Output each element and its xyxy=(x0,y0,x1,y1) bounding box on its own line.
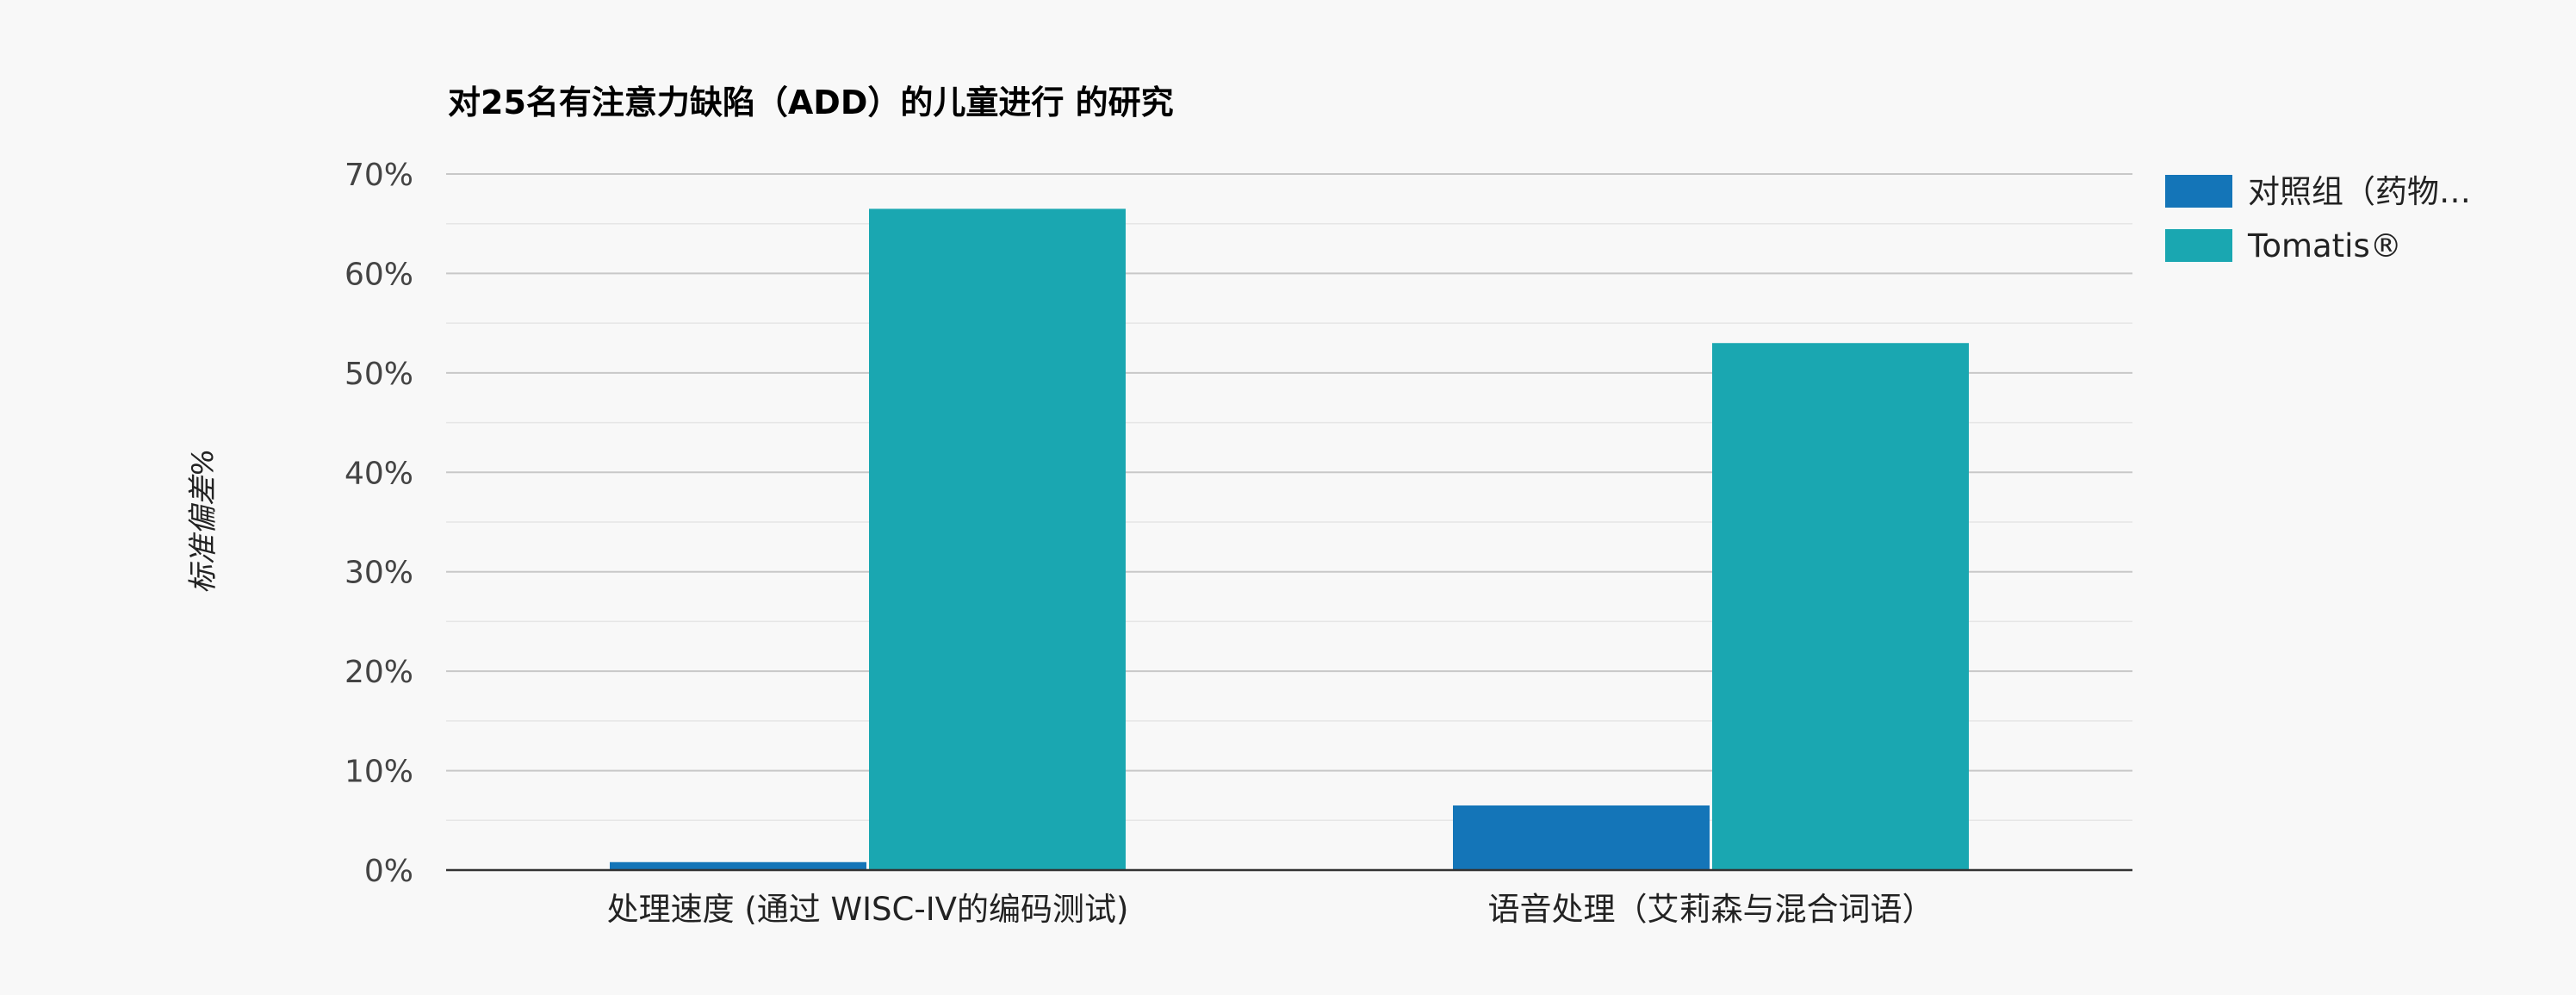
y-tick-label: 30% xyxy=(345,556,413,591)
y-axis-label: 标准偏差% xyxy=(186,449,220,594)
y-tick-label: 0% xyxy=(364,854,413,889)
y-axis-ticks: 0% 10% 20% 30% 40% 50% 60% 70% xyxy=(345,158,413,889)
bar xyxy=(610,861,866,870)
bars xyxy=(610,208,1969,870)
y-tick-label: 60% xyxy=(345,257,413,292)
legend-swatch xyxy=(2165,175,2232,208)
y-tick-label: 10% xyxy=(345,755,413,790)
legend: 对照组（药物… Tomatis® xyxy=(2165,173,2471,264)
x-category-label: 语音处理（艾莉森与混合词语） xyxy=(1488,891,1934,928)
gridlines xyxy=(446,173,2132,822)
y-tick-label: 50% xyxy=(345,357,413,392)
bar xyxy=(869,208,1126,870)
chart-title: 对25名有注意力缺陷（ADD）的儿童进行 的研究 xyxy=(448,84,1174,121)
x-category-label: 处理速度 (通过 WISC-IV的编码测试) xyxy=(607,891,1129,928)
y-tick-label: 20% xyxy=(345,655,413,690)
x-axis-categories: 处理速度 (通过 WISC-IV的编码测试) 语音处理（艾莉森与混合词语） xyxy=(607,891,1934,928)
bar xyxy=(1453,805,1710,870)
legend-swatch xyxy=(2165,229,2232,262)
legend-label: 对照组（药物… xyxy=(2248,173,2471,210)
legend-label: Tomatis® xyxy=(2247,227,2402,264)
bar xyxy=(1712,343,1969,870)
y-tick-label: 40% xyxy=(345,456,413,491)
y-tick-label: 70% xyxy=(345,158,413,193)
